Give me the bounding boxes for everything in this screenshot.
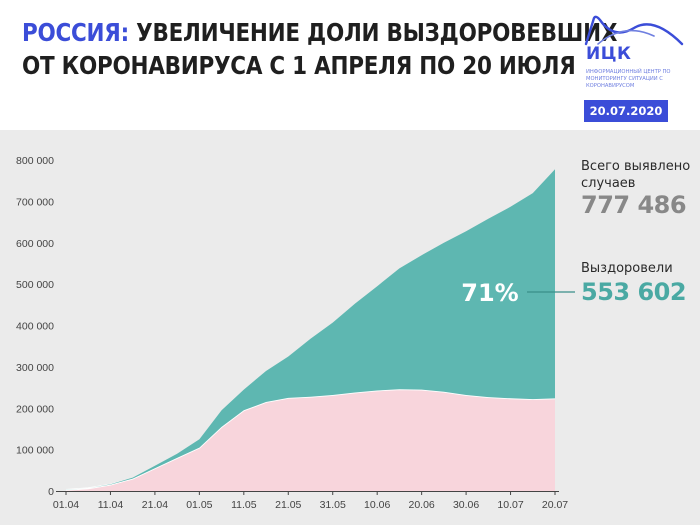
y-tick-label: 600 000: [16, 238, 54, 250]
series-area-0: [66, 389, 555, 491]
header: РОССИЯ: УВЕЛИЧЕНИЕ ДОЛИ ВЫЗДОРОВЕВШИХ ОТ…: [0, 0, 700, 130]
date-badge: 20.07.2020: [584, 100, 668, 122]
x-tick-label: 20.06: [408, 499, 434, 511]
x-tick-label: 10.06: [364, 499, 390, 511]
percent-label: 71%: [461, 279, 518, 307]
recovered-value: 553 602: [581, 278, 687, 306]
x-tick-label: 01.05: [186, 499, 212, 511]
x-tick-label: 30.06: [453, 499, 479, 511]
y-tick-label: 100 000: [16, 445, 54, 457]
logo-wave-icon: [584, 15, 684, 46]
y-tick-label: 500 000: [16, 279, 54, 291]
y-tick-label: 400 000: [16, 321, 54, 333]
x-tick-label: 10.07: [497, 499, 523, 511]
total-label: Всего выявлено случаев: [581, 159, 691, 191]
logo-subtitle: ИНФОРМАЦИОННЫЙ ЦЕНТР ПО МОНИТОРИНГУ СИТУ…: [586, 69, 671, 89]
x-tick-label: 01.04: [53, 499, 79, 511]
series-area-1: [66, 169, 555, 490]
logo: ИЦК ИНФОРМАЦИОННЫЙ ЦЕНТР ПО МОНИТОРИНГУ …: [584, 14, 684, 89]
page-title: РОССИЯ: УВЕЛИЧЕНИЕ ДОЛИ ВЫЗДОРОВЕВШИХ ОТ…: [22, 16, 617, 82]
x-tick-label: 21.04: [142, 499, 168, 511]
x-tick-label: 21.05: [275, 499, 301, 511]
y-tick-label: 700 000: [16, 196, 54, 208]
y-tick-label: 300 000: [16, 362, 54, 374]
logo-name: ИЦК: [586, 44, 632, 64]
x-tick-label: 11.04: [98, 499, 124, 511]
y-tick-label: 800 000: [16, 155, 54, 167]
y-tick-label: 0: [48, 486, 54, 498]
x-tick-label: 31.05: [320, 499, 346, 511]
x-tick-label: 11.05: [231, 499, 257, 511]
x-tick-label: 20.07: [542, 499, 568, 511]
area-chart: 0 100 000 200 000 300 000 400 000 500 000 600 …: [16, 155, 575, 511]
chart-area: 0 100 000 200 000 300 000 400 000 500 000 600 …: [0, 130, 700, 525]
title-line2: ОТ КОРОНАВИРУСА С 1 АПРЕЛЯ ПО 20 ИЮЛЯ: [22, 51, 576, 80]
recovered-label: Выздоровели: [581, 261, 673, 276]
title-line1: УВЕЛИЧЕНИЕ ДОЛИ ВЫЗДОРОВЕВШИХ: [136, 18, 618, 47]
y-tick-label: 200 000: [16, 403, 54, 415]
total-value: 777 486: [581, 191, 687, 219]
title-accent: РОССИЯ:: [22, 18, 129, 47]
